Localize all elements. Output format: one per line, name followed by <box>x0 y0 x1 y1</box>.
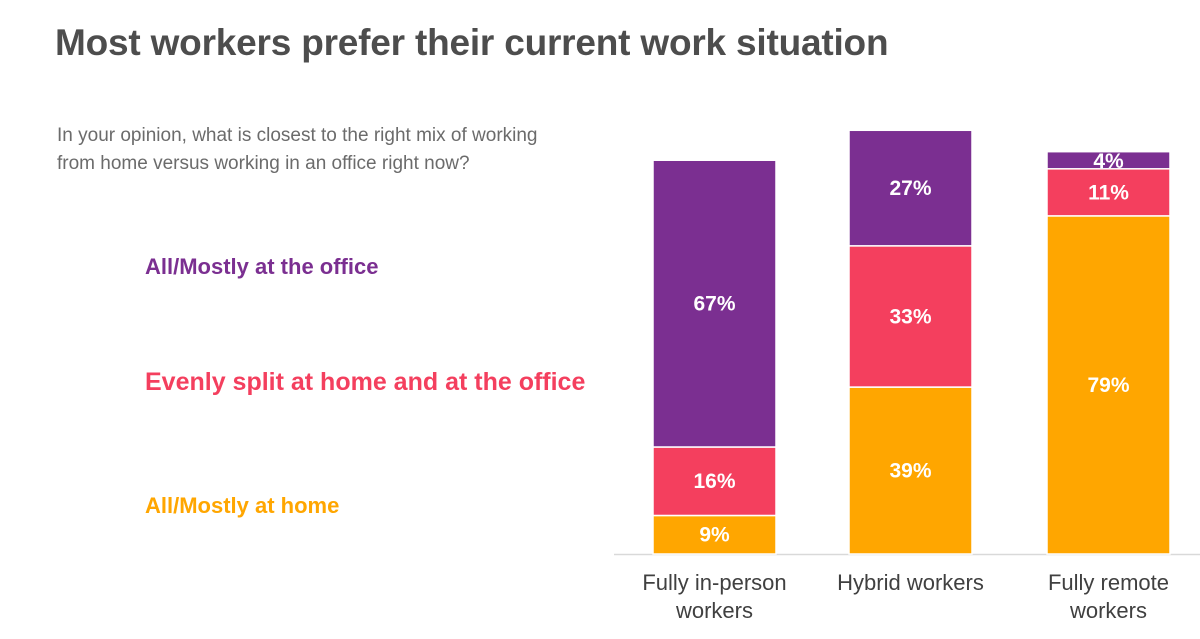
category-label-2: Fully remote <box>1048 570 1169 595</box>
data-label-office-2: 4% <box>1093 150 1124 173</box>
category-label-2: workers <box>1069 598 1147 623</box>
bar-home-2 <box>1046 215 1171 555</box>
data-label-office-0: 67% <box>693 293 735 316</box>
survey-question: In your opinion, what is closest to the … <box>57 125 538 174</box>
bar-split-1 <box>848 245 973 388</box>
category-label-0: workers <box>675 598 753 623</box>
category-label-1: Hybrid workers <box>837 570 984 595</box>
bar-office-1 <box>848 129 973 247</box>
legend-home: All/Mostly at home <box>145 493 340 518</box>
data-label-split-1: 33% <box>889 305 931 328</box>
data-label-home-1: 39% <box>889 460 931 483</box>
chart-title: Most workers prefer their current work s… <box>55 22 889 63</box>
bar-office-2 <box>1046 150 1171 170</box>
data-label-home-2: 79% <box>1087 374 1129 397</box>
legend-split: Evenly split at home and at the office <box>145 368 586 396</box>
bar-home-1 <box>848 386 973 555</box>
data-label-split-0: 16% <box>693 470 735 493</box>
category-label-0: Fully in-person <box>642 570 786 595</box>
data-label-home-0: 9% <box>699 524 730 547</box>
data-label-office-1: 27% <box>889 177 931 200</box>
bar-office-0 <box>652 159 777 448</box>
legend-office: All/Mostly at the office <box>145 254 379 279</box>
data-label-split-2: 11% <box>1088 181 1129 204</box>
